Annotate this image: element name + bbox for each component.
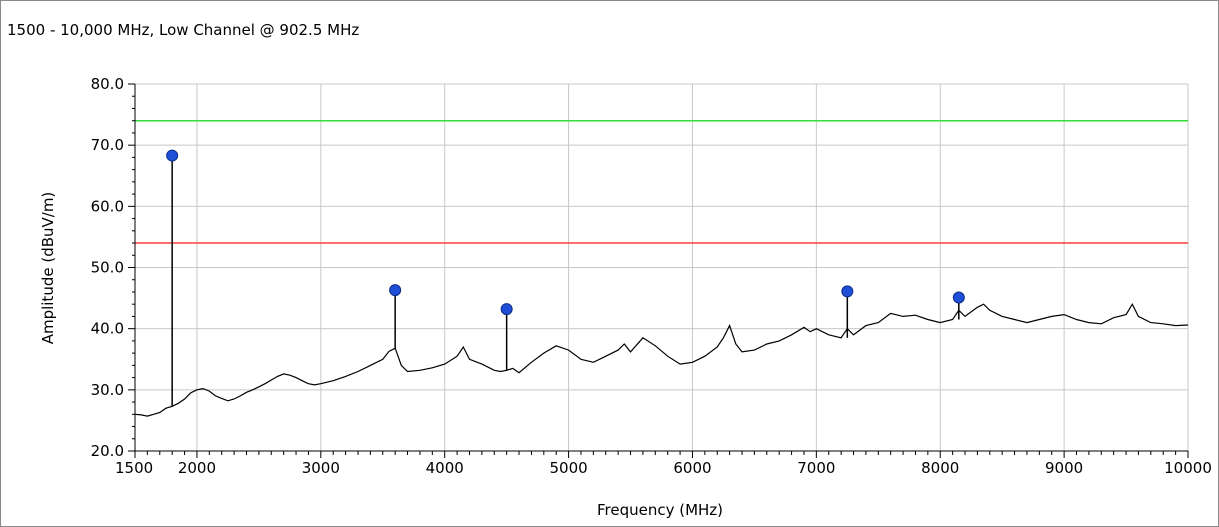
peak-marker bbox=[500, 303, 513, 316]
x-tick-label: 1500 bbox=[115, 459, 153, 477]
x-tick-label: 7000 bbox=[797, 459, 835, 477]
y-tick-label: 50.0 bbox=[91, 259, 124, 277]
y-tick-label: 70.0 bbox=[91, 136, 124, 154]
peak-marker bbox=[952, 291, 965, 304]
x-tick-label: 6000 bbox=[673, 459, 711, 477]
axes bbox=[128, 83, 1189, 458]
peak-marker bbox=[389, 284, 402, 297]
series-line bbox=[134, 302, 1189, 417]
x-tick-label: 4000 bbox=[426, 459, 464, 477]
y-tick-label: 40.0 bbox=[91, 320, 124, 338]
x-tick-label: 5000 bbox=[549, 459, 587, 477]
y-tick-label: 80.0 bbox=[91, 75, 124, 93]
y-axis-label: Amplitude (dBuV/m) bbox=[39, 192, 57, 345]
x-tick-label: 2000 bbox=[178, 459, 216, 477]
y-tick-label: 30.0 bbox=[91, 381, 124, 399]
x-axis-label: Frequency (MHz) bbox=[597, 501, 723, 519]
y-tick-label: 60.0 bbox=[91, 197, 124, 215]
peak-markers bbox=[166, 149, 965, 407]
peak-marker bbox=[166, 149, 179, 162]
peak-marker bbox=[841, 285, 854, 298]
y-tick-labels: 20.0 30.0 40.0 50.0 60.0 70.0 80.0 bbox=[91, 75, 124, 460]
x-tick-label: 10000 bbox=[1164, 459, 1212, 477]
x-tick-label: 9000 bbox=[1045, 459, 1083, 477]
limit-lines bbox=[135, 119, 1188, 244]
x-tick-label: 8000 bbox=[921, 459, 959, 477]
x-tick-labels: 1500 2000 3000 4000 5000 6000 7000 8000 9000 1000… bbox=[115, 459, 1212, 477]
grid-lines bbox=[135, 83, 1189, 452]
x-tick-label: 3000 bbox=[302, 459, 340, 477]
series-layer bbox=[134, 302, 1189, 417]
y-tick-label: 20.0 bbox=[91, 442, 124, 460]
chart-title: 1500 - 10,000 MHz, Low Channel @ 902.5 M… bbox=[7, 21, 360, 39]
